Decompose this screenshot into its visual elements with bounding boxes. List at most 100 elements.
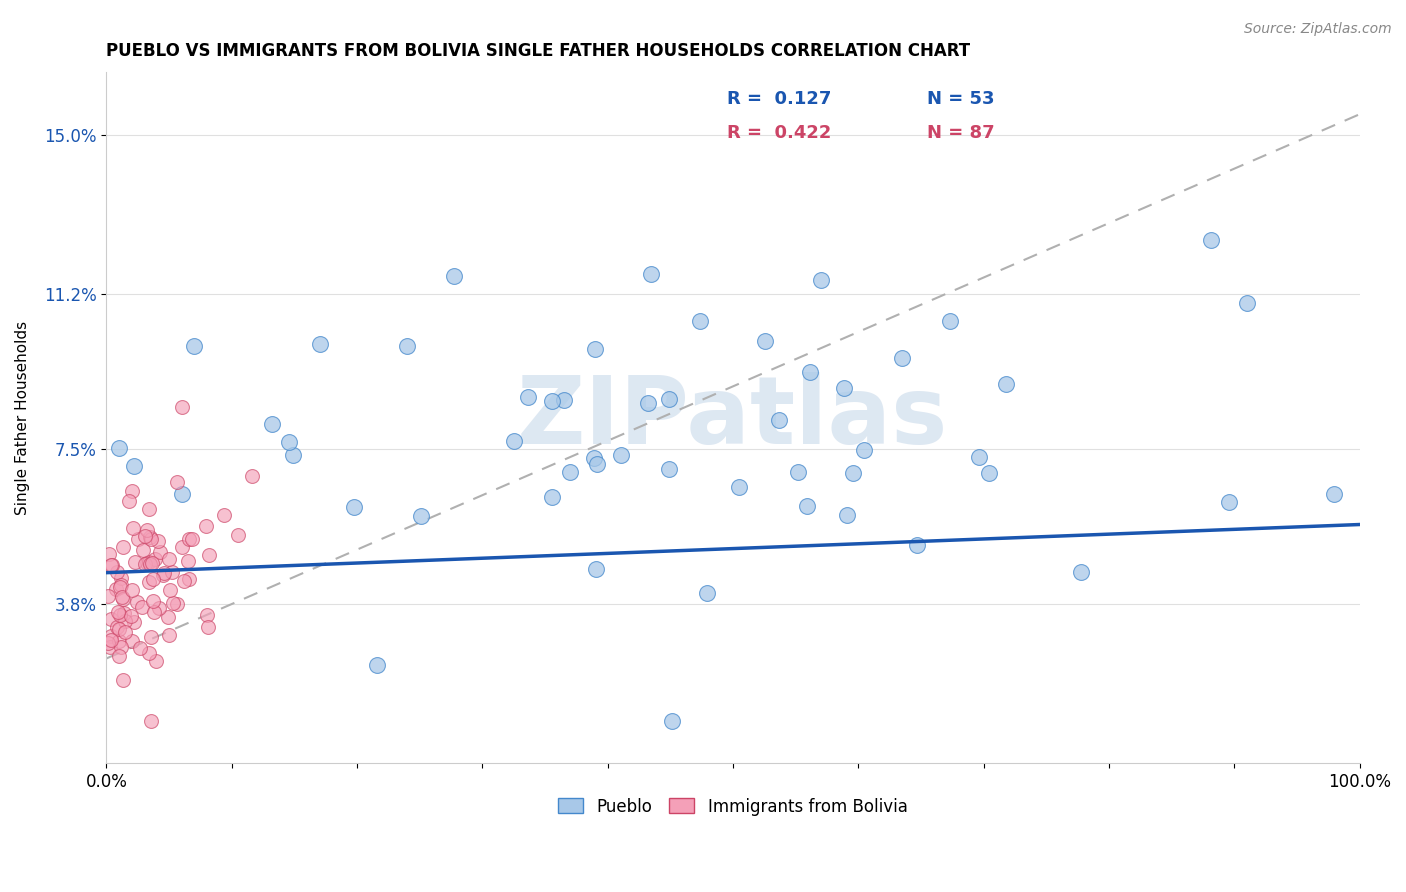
Point	[195, 518, 218, 533]
Point	[108, 649, 131, 664]
Point	[842, 466, 865, 480]
Point	[787, 465, 810, 479]
Point	[503, 434, 526, 448]
Point	[166, 475, 188, 489]
Point	[110, 571, 132, 585]
Point	[139, 532, 162, 546]
Point	[124, 555, 146, 569]
Text: N = 53: N = 53	[927, 90, 994, 108]
Point	[145, 654, 167, 668]
Point	[105, 620, 128, 634]
Point	[173, 574, 195, 589]
Point	[112, 606, 135, 620]
Point	[129, 640, 152, 655]
Point	[121, 634, 143, 648]
Point	[198, 548, 221, 562]
Point	[118, 493, 141, 508]
Point	[553, 392, 575, 407]
Point	[136, 524, 159, 538]
Point	[560, 465, 582, 479]
Point	[183, 339, 205, 353]
Point	[640, 267, 662, 281]
Point	[1199, 233, 1222, 247]
Point	[283, 448, 305, 462]
Point	[134, 529, 156, 543]
Point	[170, 487, 193, 501]
Point	[226, 528, 249, 542]
Point	[195, 608, 218, 623]
Point	[141, 556, 163, 570]
Point	[1236, 295, 1258, 310]
Point	[586, 457, 609, 471]
Point	[212, 508, 235, 523]
Point	[121, 484, 143, 499]
Point	[143, 552, 166, 566]
Point	[309, 337, 332, 351]
Point	[170, 541, 193, 555]
Point	[832, 381, 855, 395]
Point	[728, 480, 751, 494]
Point	[583, 342, 606, 356]
Point	[796, 499, 818, 513]
Point	[111, 673, 134, 687]
Point	[409, 509, 432, 524]
Point	[110, 640, 132, 655]
Text: ZIPatlas: ZIPatlas	[517, 372, 949, 464]
Point	[105, 565, 128, 579]
Point	[108, 608, 131, 623]
Point	[121, 521, 143, 535]
Point	[967, 450, 990, 464]
Point	[166, 597, 188, 611]
Point	[754, 334, 776, 348]
Point	[157, 552, 180, 566]
Text: Source: ZipAtlas.com: Source: ZipAtlas.com	[1244, 22, 1392, 37]
Point	[179, 533, 201, 547]
Point	[138, 501, 160, 516]
Point	[141, 573, 163, 587]
Point	[395, 339, 418, 353]
Point	[149, 545, 172, 559]
Point	[108, 442, 131, 456]
Legend: Pueblo, Immigrants from Bolivia: Pueblo, Immigrants from Bolivia	[550, 789, 915, 824]
Point	[585, 562, 607, 576]
Point	[637, 396, 659, 410]
Point	[939, 313, 962, 327]
Point	[179, 572, 201, 586]
Point	[139, 630, 162, 644]
Point	[131, 599, 153, 614]
Text: PUEBLO VS IMMIGRANTS FROM BOLIVIA SINGLE FATHER HOUSEHOLDS CORRELATION CHART: PUEBLO VS IMMIGRANTS FROM BOLIVIA SINGLE…	[107, 42, 970, 60]
Point	[516, 390, 538, 404]
Point	[661, 714, 683, 729]
Point	[110, 580, 132, 594]
Point	[197, 619, 219, 633]
Point	[153, 566, 176, 580]
Point	[1218, 495, 1240, 509]
Point	[139, 558, 162, 572]
Point	[139, 530, 162, 544]
Point	[122, 459, 145, 474]
Point	[98, 640, 121, 654]
Point	[108, 622, 131, 636]
Point	[138, 555, 160, 569]
Point	[121, 582, 143, 597]
Point	[100, 629, 122, 643]
Point	[905, 538, 928, 552]
Point	[97, 636, 120, 650]
Point	[105, 582, 128, 596]
Point	[97, 590, 120, 604]
Y-axis label: Single Father Households: Single Father Households	[15, 321, 30, 515]
Point	[148, 601, 170, 615]
Point	[1323, 487, 1346, 501]
Point	[343, 500, 366, 514]
Point	[100, 632, 122, 647]
Point	[541, 490, 564, 504]
Point	[810, 273, 832, 287]
Point	[114, 625, 136, 640]
Point	[262, 417, 284, 431]
Point	[100, 558, 122, 572]
Text: R =  0.422: R = 0.422	[727, 124, 831, 142]
Point	[108, 634, 131, 648]
Point	[97, 547, 120, 561]
Point	[148, 534, 170, 549]
Point	[799, 366, 821, 380]
